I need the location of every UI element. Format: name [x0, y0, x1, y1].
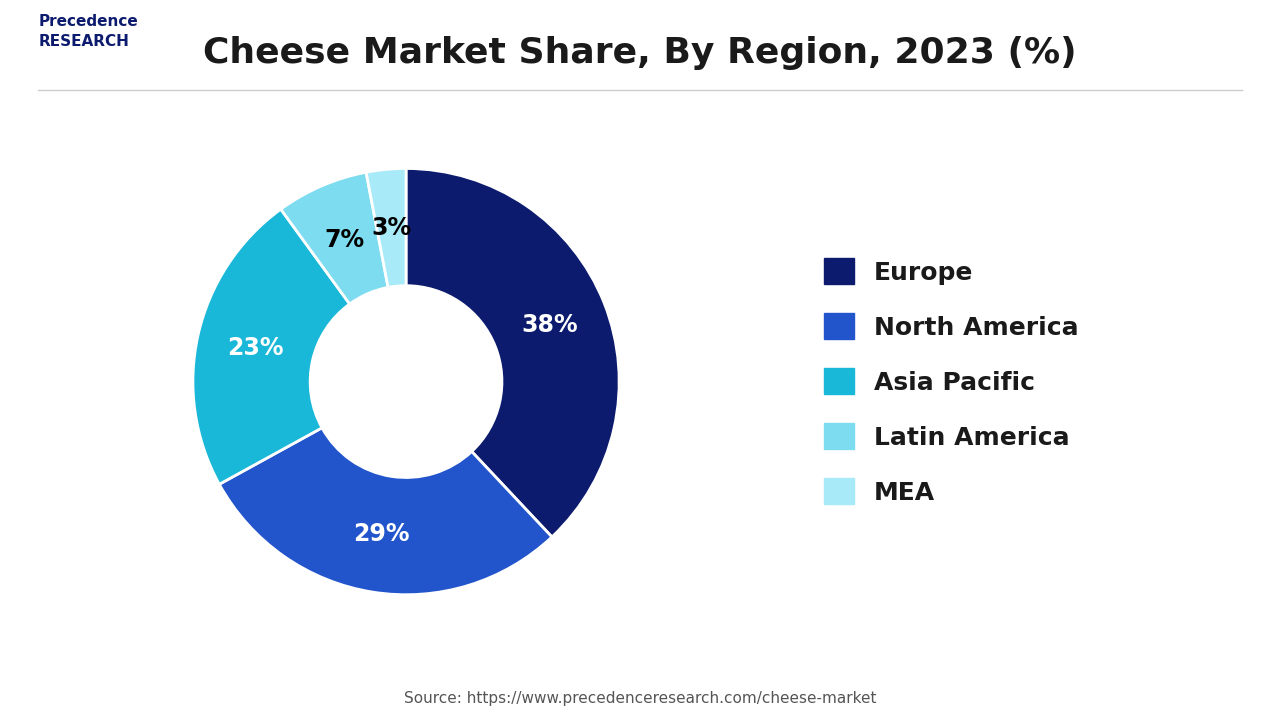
Text: 7%: 7%	[325, 228, 365, 252]
Text: 38%: 38%	[521, 312, 579, 337]
Text: Cheese Market Share, By Region, 2023 (%): Cheese Market Share, By Region, 2023 (%)	[204, 36, 1076, 70]
Wedge shape	[280, 172, 388, 304]
Text: 23%: 23%	[227, 336, 283, 360]
Text: 3%: 3%	[371, 216, 412, 240]
Text: Precedence
RESEARCH: Precedence RESEARCH	[38, 14, 138, 49]
Legend: Europe, North America, Asia Pacific, Latin America, MEA: Europe, North America, Asia Pacific, Lat…	[823, 258, 1078, 505]
Text: Source: https://www.precedenceresearch.com/cheese-market: Source: https://www.precedenceresearch.c…	[403, 690, 877, 706]
Wedge shape	[406, 168, 620, 537]
Wedge shape	[366, 168, 406, 287]
Text: 29%: 29%	[353, 522, 410, 546]
Wedge shape	[219, 428, 552, 595]
Wedge shape	[193, 210, 349, 485]
